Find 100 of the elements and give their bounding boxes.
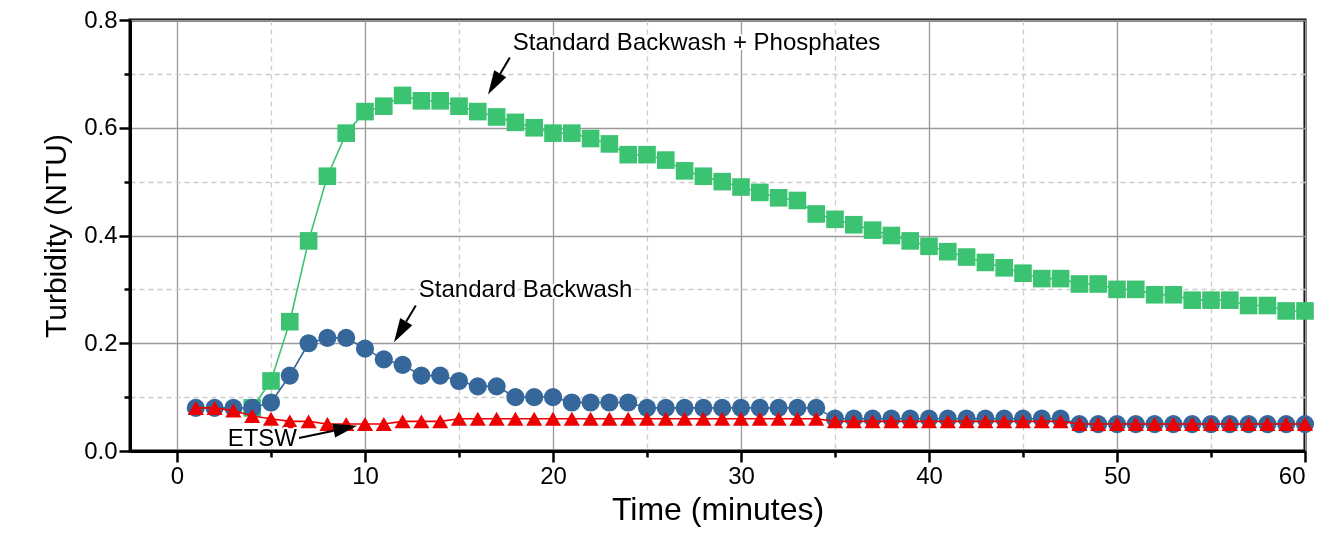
point — [393, 86, 412, 105]
point — [412, 366, 431, 385]
point — [1221, 291, 1239, 309]
point — [751, 411, 768, 426]
point — [299, 232, 318, 250]
point — [675, 398, 694, 417]
point — [355, 339, 375, 358]
point — [600, 135, 619, 153]
point — [995, 259, 1013, 277]
point — [1089, 275, 1107, 293]
point — [506, 113, 525, 132]
point — [1258, 296, 1277, 315]
point — [487, 108, 506, 126]
point — [845, 215, 863, 234]
point — [337, 328, 356, 347]
point — [1127, 280, 1145, 299]
point — [544, 124, 562, 142]
point — [600, 393, 619, 412]
point — [581, 393, 600, 412]
point — [1277, 302, 1295, 320]
point — [300, 414, 317, 429]
point — [1145, 285, 1164, 304]
point — [976, 253, 995, 272]
point — [863, 221, 882, 239]
point — [601, 411, 618, 426]
point — [374, 350, 393, 369]
point — [619, 145, 637, 164]
point — [526, 411, 543, 426]
point — [431, 92, 449, 110]
point — [1296, 302, 1314, 320]
point — [676, 411, 693, 426]
point — [375, 417, 392, 432]
point — [675, 162, 694, 180]
x-axis-title: Time (minutes) — [611, 490, 825, 527]
point — [507, 411, 524, 426]
point — [318, 328, 337, 347]
y-tick-label: 0.4 — [84, 221, 118, 248]
point — [319, 417, 336, 432]
point — [751, 183, 769, 202]
point — [750, 398, 769, 417]
point — [620, 411, 637, 426]
point — [412, 92, 431, 110]
point — [582, 411, 599, 426]
point — [543, 388, 563, 407]
point — [732, 178, 750, 196]
point — [957, 248, 976, 266]
point — [731, 398, 751, 417]
point — [770, 411, 787, 426]
annotation: Standard Backwash — [418, 275, 633, 303]
point — [261, 393, 281, 412]
point — [563, 124, 581, 142]
point — [996, 414, 1013, 429]
point — [845, 414, 862, 429]
point — [1014, 264, 1032, 283]
point — [318, 167, 337, 186]
point — [901, 232, 919, 250]
point — [468, 377, 487, 396]
point — [1014, 414, 1032, 429]
point — [864, 414, 881, 429]
point — [413, 414, 430, 429]
point — [714, 411, 731, 426]
x-tick-label: 30 — [728, 461, 755, 489]
y-tick-label: 0.8 — [84, 5, 118, 33]
point — [469, 411, 486, 426]
point — [225, 403, 242, 418]
point — [299, 334, 318, 353]
point — [1202, 291, 1220, 309]
point — [449, 371, 469, 391]
point — [563, 411, 580, 426]
point — [808, 411, 825, 426]
point — [638, 145, 656, 164]
x-tick-label: 60 — [1278, 461, 1306, 489]
point — [262, 372, 280, 390]
point — [882, 226, 901, 245]
x-tick-label: 50 — [1104, 461, 1131, 489]
point — [920, 414, 938, 429]
point — [525, 388, 544, 407]
point — [788, 191, 807, 210]
point — [920, 237, 938, 256]
point — [883, 414, 900, 429]
point — [1033, 269, 1051, 288]
point — [280, 366, 299, 385]
point — [902, 414, 919, 429]
point — [1052, 414, 1069, 429]
point — [807, 205, 825, 223]
y-tick-label: 0.0 — [84, 436, 118, 464]
point — [1108, 280, 1126, 299]
point — [788, 398, 807, 417]
point — [789, 411, 806, 426]
x-tick-label: 20 — [540, 461, 567, 489]
point — [356, 417, 374, 432]
point — [939, 414, 956, 429]
point — [506, 388, 525, 407]
y-tick-label: 0.6 — [84, 113, 118, 141]
x-tick-label: 0 — [170, 461, 185, 489]
annotation: Standard Backwash + Phosphates — [512, 27, 881, 55]
point — [1033, 414, 1050, 429]
point — [525, 118, 543, 137]
point — [826, 414, 844, 429]
point — [356, 102, 374, 121]
